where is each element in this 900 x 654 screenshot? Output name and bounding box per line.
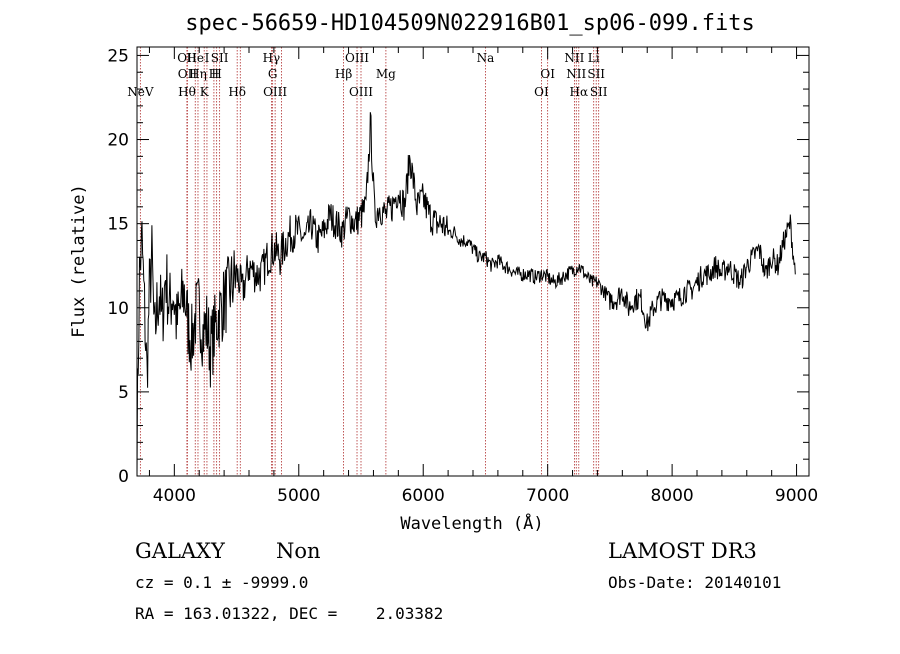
line-label: Mg — [376, 67, 396, 81]
line-label: Hδ — [228, 85, 246, 99]
y-axis: 0 5 10 15 20 25 — [107, 46, 809, 487]
x-axis: 4000 5000 6000 7000 8000 9000 — [148, 47, 818, 506]
x-tick-label: 7000 — [526, 486, 569, 506]
line-label: OIII — [263, 85, 287, 99]
x-tick-label: 4000 — [153, 486, 196, 506]
line-label: NII — [566, 67, 586, 81]
y-tick-label: 5 — [118, 383, 129, 403]
line-label: G — [268, 67, 278, 81]
line-label: He — [186, 51, 204, 65]
line-label: H — [211, 67, 221, 81]
line-label: SII — [587, 67, 605, 81]
line-label: OIII — [345, 51, 369, 65]
object-type: GALAXY — [135, 539, 226, 563]
line-label: NeV — [127, 85, 154, 99]
x-tick-label: 8000 — [650, 486, 693, 506]
y-tick-label: 10 — [107, 299, 129, 319]
survey-name: LAMOST DR3 — [608, 539, 757, 563]
line-label: Hα — [569, 85, 588, 99]
spectrum-line — [136, 112, 796, 477]
plot-frame — [136, 46, 810, 477]
x-axis-label: Wavelength (Å) — [400, 512, 543, 534]
line-label: Hβ — [335, 67, 352, 81]
line-label: OII — [177, 51, 197, 65]
y-tick-label: 20 — [107, 131, 129, 151]
line-label: OI — [540, 67, 555, 81]
spectral-line-labels: NeVOIIOIIHθHeHηKIHHSIIHδHγGOIIIHβOIIIOII… — [127, 51, 608, 99]
line-label: Hη — [189, 67, 207, 81]
chart-title: spec-56659-HD104509N022916B01_sp06-099.f… — [185, 11, 755, 36]
line-label: NII — [564, 51, 584, 65]
radec-text: RA = 163.01322, DEC = 2.03382 — [135, 604, 443, 623]
object-subclass: Non — [276, 539, 321, 563]
y-axis-label: Flux (relative) — [69, 184, 89, 338]
spectral-line-markers — [139, 47, 600, 476]
x-tick-label: 6000 — [402, 486, 445, 506]
line-label: OIII — [349, 85, 373, 99]
line-label: OII — [178, 67, 198, 81]
line-label: OI — [534, 85, 549, 99]
y-tick-label: 15 — [107, 215, 129, 235]
y-tick-label: 0 — [118, 467, 129, 487]
line-label: I — [205, 51, 210, 65]
x-tick-label: 5000 — [277, 486, 320, 506]
y-tick-label: 25 — [107, 46, 129, 66]
redshift-text: cz = 0.1 ± -9999.0 — [135, 573, 308, 592]
line-label: SII — [211, 51, 229, 65]
line-label: H — [209, 67, 219, 81]
line-label: Li — [588, 51, 600, 65]
line-label: Na — [477, 51, 495, 65]
spectrum-layer — [136, 112, 796, 477]
obs-date-text: Obs-Date: 20140101 — [608, 573, 781, 592]
line-label: K — [200, 85, 210, 99]
x-tick-label: 9000 — [775, 486, 818, 506]
line-label: Hγ — [263, 51, 281, 65]
line-label: SII — [590, 85, 608, 99]
line-label: Hθ — [178, 85, 196, 99]
